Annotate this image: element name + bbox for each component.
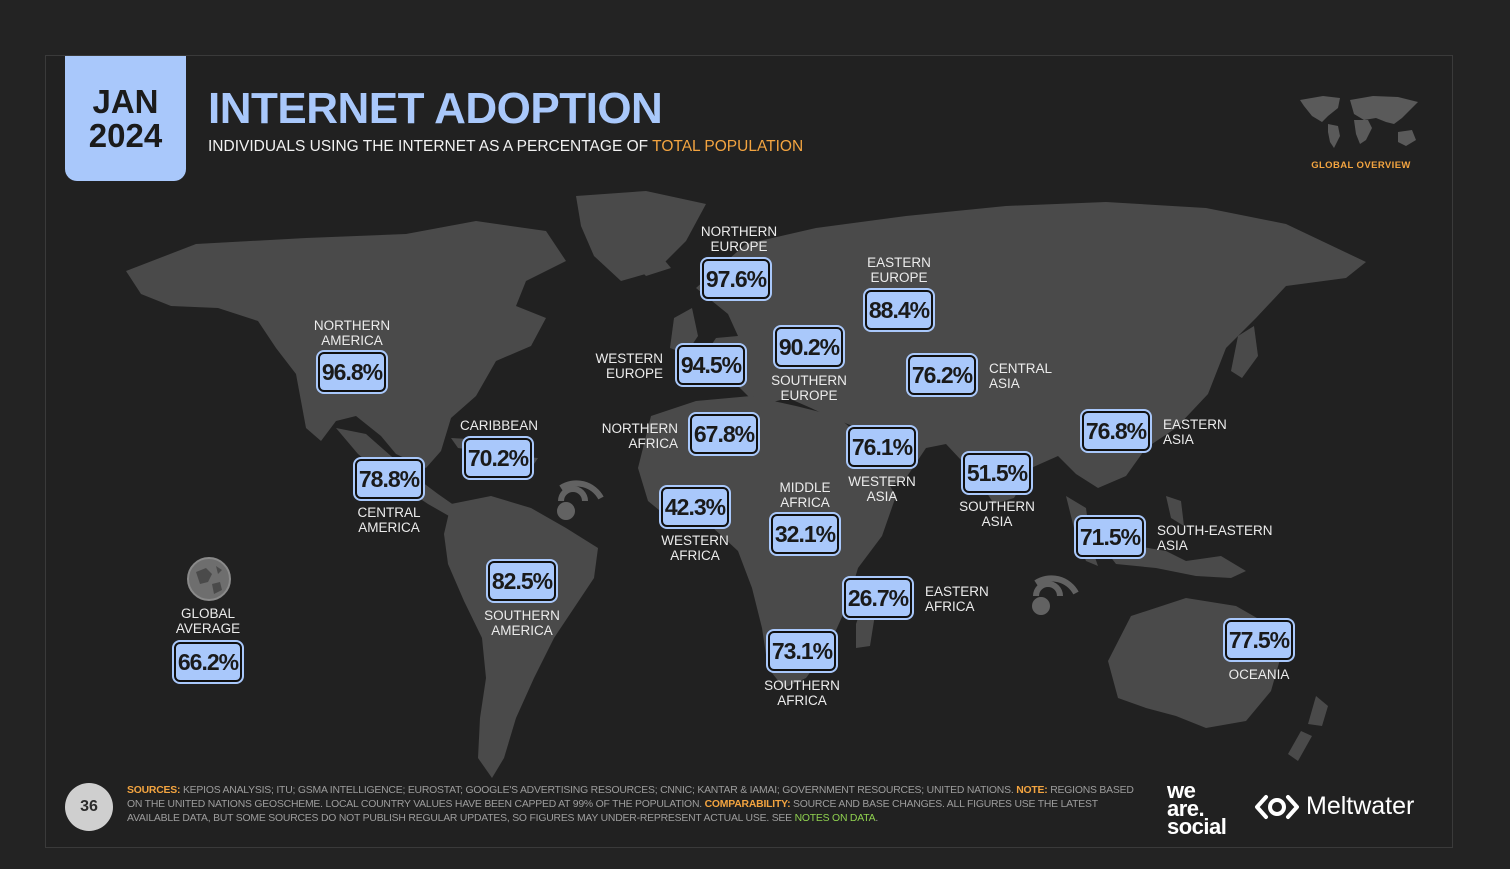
region-label-oceania: OCEANIA: [1228, 667, 1290, 682]
region-value-western-asia: 76.1%: [848, 427, 916, 467]
region-label-middle-africa: MIDDLE AFRICA: [779, 480, 831, 510]
note-text: REGIONS BASED ON THE UNITED NATIONS GEOS…: [127, 785, 1134, 810]
date-month: JAN: [92, 82, 159, 120]
meltwater-logo: Meltwater: [1254, 792, 1414, 821]
watermark-icon-left: [557, 480, 604, 520]
region-value-northern-africa: 67.8%: [690, 414, 758, 454]
region-value-central-america: 78.8%: [355, 459, 423, 499]
region-value-central-asia: 76.2%: [908, 355, 976, 395]
region-label-central-asia: CENTRAL ASIA: [989, 361, 1053, 391]
meltwater-logo-icon: [1255, 794, 1299, 819]
region-value-southern-america: 82.5%: [488, 561, 556, 601]
region-label-southern-america: SOUTHERN AMERICA: [484, 608, 560, 638]
region-value-southern-asia: 51.5%: [963, 453, 1031, 493]
landmass-africa: [638, 396, 896, 688]
page-subtitle: INDIVIDUALS USING THE INTERNET AS A PERC…: [208, 138, 803, 156]
global-average-label: GLOBAL AVERAGE: [175, 606, 241, 636]
comparability-text: SOURCE AND BASE CHANGES. ALL FIGURES USE…: [127, 799, 1098, 824]
region-label-western-africa: WESTERN AFRICA: [661, 533, 729, 563]
region-value-southern-europe: 90.2%: [775, 327, 843, 367]
landmass-south-america: [444, 496, 598, 778]
notes-on-data-link[interactable]: NOTES ON DATA: [794, 813, 876, 824]
date-year: 2024: [88, 116, 163, 154]
page-number: 36: [65, 783, 113, 831]
comparability-key: COMPARABILITY:: [704, 799, 791, 810]
page-title: INTERNET ADOPTION: [208, 84, 663, 133]
we-are-social-logo: we are. social: [1167, 778, 1227, 839]
region-value-eastern-africa: 26.7%: [844, 578, 912, 618]
subtitle-highlight: TOTAL POPULATION: [652, 138, 804, 155]
global-overview-label: GLOBAL OVERVIEW: [1311, 160, 1411, 171]
landmass-iceland: [631, 256, 671, 276]
region-label-eastern-africa: EASTERN AFRICA: [925, 584, 989, 614]
date-badge: JAN 2024: [65, 56, 186, 181]
global-overview-badge: GLOBAL OVERVIEW: [1296, 92, 1426, 172]
region-label-eastern-asia: EASTERN ASIA: [1163, 417, 1227, 447]
region-label-southern-asia: SOUTHERN ASIA: [959, 499, 1035, 529]
region-value-eastern-europe: 88.4%: [865, 290, 933, 330]
region-label-northern-america: NORTHERN AMERICA: [313, 318, 391, 348]
landmass-new-zealand: [1288, 696, 1328, 761]
region-label-northern-europe: NORTHERN EUROPE: [700, 224, 778, 254]
region-value-south-eastern-asia: 71.5%: [1076, 517, 1144, 557]
landmass-southeast-asia: [1066, 496, 1246, 578]
region-value-western-europe: 94.5%: [677, 345, 745, 385]
landmass-north-america: [126, 221, 566, 468]
landmass-greenland: [576, 191, 706, 281]
mini-world-map-icon: [1300, 96, 1418, 148]
region-value-western-africa: 42.3%: [661, 487, 729, 527]
landmass-japan: [1231, 326, 1258, 378]
region-label-caribbean: CARIBBEAN: [459, 418, 539, 433]
landmass-uk: [670, 308, 698, 354]
region-value-northern-europe: 97.6%: [702, 259, 770, 299]
region-label-eastern-europe: EASTERN EUROPE: [867, 255, 931, 285]
globe-icon: [187, 557, 231, 601]
region-value-northern-america: 96.8%: [318, 352, 386, 392]
region-label-western-europe: WESTERN EUROPE: [595, 351, 664, 381]
region-label-western-asia: WESTERN ASIA: [848, 474, 916, 504]
subtitle-prefix: INDIVIDUALS USING THE INTERNET AS A PERC…: [208, 138, 649, 155]
region-label-southern-europe: SOUTHERN EUROPE: [771, 373, 847, 403]
note-key: NOTE:: [1016, 785, 1048, 796]
region-label-south-eastern-asia: SOUTH-EASTERN ASIA: [1157, 523, 1273, 553]
brand-we: we: [1167, 778, 1196, 803]
sources-key: SOURCES:: [127, 785, 181, 796]
notes-end: .: [875, 813, 878, 824]
sources-text: KEPIOS ANALYSIS; ITU; GSMA INTELLIGENCE;…: [182, 785, 1014, 796]
global-average-value: 66.2%: [174, 642, 242, 682]
brand-are: are.: [1167, 796, 1205, 821]
brand-social: social: [1167, 814, 1227, 839]
meltwater-wordmark: Meltwater: [1306, 792, 1415, 820]
region-value-middle-africa: 32.1%: [771, 514, 839, 554]
region-value-eastern-asia: 76.8%: [1082, 411, 1150, 451]
region-value-caribbean: 70.2%: [464, 438, 532, 478]
landmass-australia: [1108, 598, 1281, 728]
watermark-icon-right: [1032, 575, 1079, 615]
region-label-southern-africa: SOUTHERN AFRICA: [764, 678, 840, 708]
sources-note: SOURCES: KEPIOS ANALYSIS; ITU; GSMA INTE…: [127, 784, 1143, 826]
region-value-southern-africa: 73.1%: [768, 631, 836, 671]
region-label-northern-africa: NORTHERN AFRICA: [601, 421, 678, 451]
region-label-central-america: CENTRAL AMERICA: [357, 505, 421, 535]
region-value-oceania: 77.5%: [1225, 620, 1293, 660]
slide: JAN 2024 INTERNET ADOPTION INDIVIDUALS U…: [45, 55, 1453, 848]
